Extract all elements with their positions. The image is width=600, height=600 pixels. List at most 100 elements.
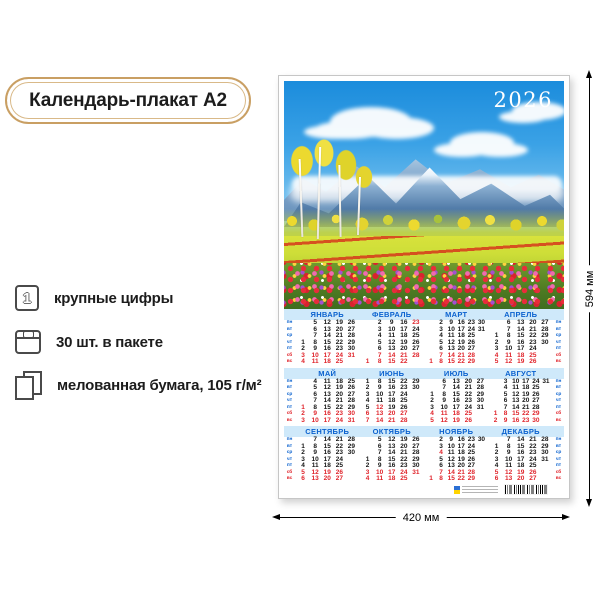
date-cell: 25 <box>532 384 540 391</box>
year-label: 2026 <box>493 88 553 112</box>
date-cell: 13 <box>388 442 396 450</box>
date-cell: 1 <box>429 358 433 365</box>
date-cell: 7 <box>313 397 317 404</box>
date-cell: 5 <box>301 468 305 476</box>
arrow-up-icon <box>586 70 592 78</box>
month-row: 5 12 19 26 <box>426 416 487 425</box>
date-cell: 24 <box>464 403 472 411</box>
date-cell: 11 <box>505 462 513 469</box>
date-cell: 24 <box>335 351 343 359</box>
month-row: 2 9 16 23 30 <box>491 339 552 347</box>
month-row: 1 8 15 22 29 <box>426 390 487 399</box>
calendar-poster: 2026 ЯНВАРЬ ФЕВРАЛЬ МАРТ АПРЕЛЬ пн вт ср чт пт сб… <box>278 75 570 499</box>
month-header-band: МАЙ ИЮНЬ ИЮЛЬ АВГУСТ <box>284 367 564 379</box>
date-cell: 20 <box>388 410 396 417</box>
month-header-band: ЯНВАРЬ ФЕВРАЛЬ МАРТ АПРЕЛЬ <box>284 309 564 320</box>
date-cell: 14 <box>388 449 396 456</box>
date-cell: 16 <box>400 319 408 326</box>
date-cell: 4 <box>439 332 443 339</box>
date-cell: 31 <box>477 325 486 333</box>
date-cell: 18 <box>517 462 525 469</box>
date-cell: 23 <box>400 462 408 469</box>
date-cell: 22 <box>529 442 537 450</box>
date-cell: 14 <box>323 397 331 404</box>
date-cell: 8 <box>506 442 511 450</box>
date-cell: 31 <box>541 455 549 463</box>
date-cell: 19 <box>388 403 396 411</box>
date-cell: 17 <box>388 390 396 398</box>
month-name-july: ИЮЛЬ <box>443 368 469 378</box>
date-cell: 8 <box>377 455 382 463</box>
date-cell: 20 <box>335 390 343 398</box>
date-cell: 17 <box>400 325 408 333</box>
date-cell: 23 <box>335 449 343 456</box>
date-cell: 17 <box>457 442 465 450</box>
date-cell: 15 <box>517 332 525 339</box>
month-row: 4 11 18 25 <box>426 332 487 340</box>
weekday-label: чт <box>286 456 293 462</box>
height-dimension-label: 594 мм <box>584 265 596 312</box>
weekday-label: пн <box>555 378 562 384</box>
date-cell: 7 <box>377 351 382 359</box>
month-row: 5 12 19 26 <box>426 456 487 464</box>
date-cell <box>345 359 357 366</box>
weekday-label: вс <box>286 417 293 423</box>
date-cell: 30 <box>477 319 486 326</box>
date-cell: 26 <box>347 319 356 326</box>
date-cell: 14 <box>517 436 525 443</box>
weekday-label: вт <box>286 443 293 449</box>
date-cell: 26 <box>464 416 472 424</box>
date-cell <box>410 418 422 425</box>
date-cell: 3 <box>301 351 305 359</box>
weekday-label: сб <box>555 469 562 475</box>
month-name-november: НОЯБРЬ <box>439 427 474 436</box>
date-cell: 12 <box>311 468 319 476</box>
date-cell: 14 <box>376 416 384 424</box>
weekday-labels-left: пн вт ср чт пт сб вс <box>284 379 295 425</box>
date-cell: 28 <box>347 397 356 404</box>
width-dimension: 420 мм <box>272 511 570 525</box>
date-cell: 5 <box>503 390 508 398</box>
date-cell: 20 <box>464 377 472 385</box>
date-cell: 14 <box>388 351 396 359</box>
month-row: 5 12 19 26 <box>362 403 423 412</box>
month-row: 1 8 15 22 29 <box>297 338 358 347</box>
date-cell: 30 <box>347 410 356 417</box>
date-cell: 23 <box>335 345 343 352</box>
arrow-left-icon <box>272 513 280 520</box>
month-row: 4 11 18 25 <box>426 449 487 457</box>
month-july: 6 13 20 27 7 14 21 28 1 8 15 22 29 2 9 16 23 30 3 10 17 24 31 4… <box>424 377 489 425</box>
date-cell: 23 <box>467 436 475 443</box>
date-cell: 16 <box>388 462 396 469</box>
weekday-label: пт <box>286 346 293 351</box>
date-cell: 22 <box>457 475 465 482</box>
date-cell: 29 <box>347 442 356 450</box>
date-cell: 12 <box>388 436 396 443</box>
date-cell: 23 <box>467 319 475 326</box>
date-cell: 21 <box>335 332 343 339</box>
date-cell: 23 <box>335 410 343 417</box>
date-cell: 8 <box>442 390 446 398</box>
weekday-label: пт <box>286 404 293 410</box>
weekday-label: ср <box>286 333 293 338</box>
month-row: 3 10 17 24 31 <box>297 351 358 360</box>
month-april: 6 13 20 27 7 14 21 28 1 8 15 22 29 2 9 16 23 30 3 10 17 24 4 11… <box>489 319 554 366</box>
month-row: 2 9 16 23 30 <box>426 436 487 444</box>
date-cell: 23 <box>529 449 537 456</box>
date-cell <box>476 476 486 483</box>
date-cell: 7 <box>503 403 508 411</box>
date-cell: 8 <box>506 332 511 339</box>
date-cell: 29 <box>347 338 356 346</box>
month-row: 7 14 21 28 <box>362 416 423 425</box>
date-cell: 9 <box>506 449 511 456</box>
date-cell: 7 <box>439 468 443 476</box>
month-october: 5 12 19 26 6 13 20 27 7 14 21 28 1 8 15 22 29 2 9 16 23 30 3 10… <box>360 436 425 483</box>
date-cell: 26 <box>347 384 356 391</box>
month-row: 7 14 21 28 <box>426 352 487 360</box>
date-cell: 5 <box>313 384 317 391</box>
date-cell: 15 <box>388 358 396 365</box>
date-cell: 17 <box>323 351 331 359</box>
date-cell: 19 <box>522 390 530 398</box>
date-cell: 22 <box>400 455 408 463</box>
date-cell: 3 <box>494 455 499 463</box>
